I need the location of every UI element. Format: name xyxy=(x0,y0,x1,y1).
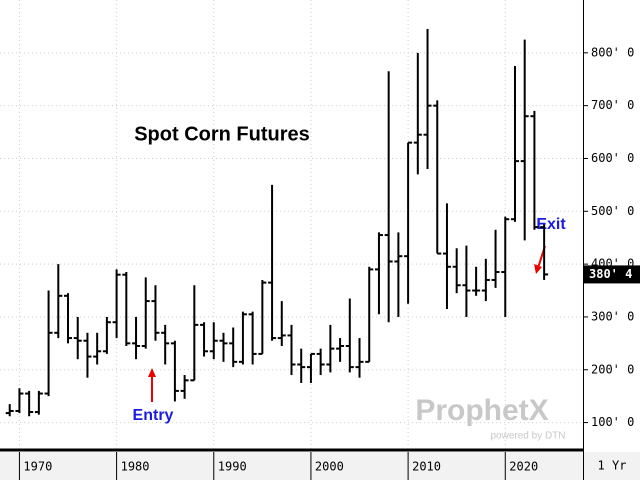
y-tick-label: 200' 0 xyxy=(591,362,634,376)
exit-arrowhead xyxy=(534,264,542,274)
y-tick-label: 300' 0 xyxy=(591,309,634,323)
x-tick-label: 2020 xyxy=(509,460,538,474)
y-tick-label: 500' 0 xyxy=(591,204,634,218)
x-axis-strip xyxy=(0,452,640,480)
x-tick-label: 1990 xyxy=(218,460,247,474)
y-tick-label: 700' 0 xyxy=(591,98,634,112)
entry-arrowhead xyxy=(148,368,156,377)
last-price-label: 380' 4 xyxy=(589,267,632,281)
x-tick-label: 2000 xyxy=(315,460,344,474)
x-tick-label: 2010 xyxy=(412,460,441,474)
exit-label: Exit xyxy=(536,216,566,233)
last-price-box xyxy=(584,265,640,284)
x-tick-label: 1980 xyxy=(121,460,150,474)
entry-label: Entry xyxy=(133,407,174,424)
watermark-tagline: powered by DTN xyxy=(490,431,565,442)
y-tick-label: 600' 0 xyxy=(591,151,634,165)
period-label: 1 Yr xyxy=(598,459,627,473)
chart-title: Spot Corn Futures xyxy=(134,123,310,145)
y-tick-label: 100' 0 xyxy=(591,415,634,429)
x-tick-label: 1970 xyxy=(23,460,52,474)
watermark-brand: ProphetX xyxy=(415,394,548,427)
y-tick-label: 800' 0 xyxy=(591,45,634,59)
